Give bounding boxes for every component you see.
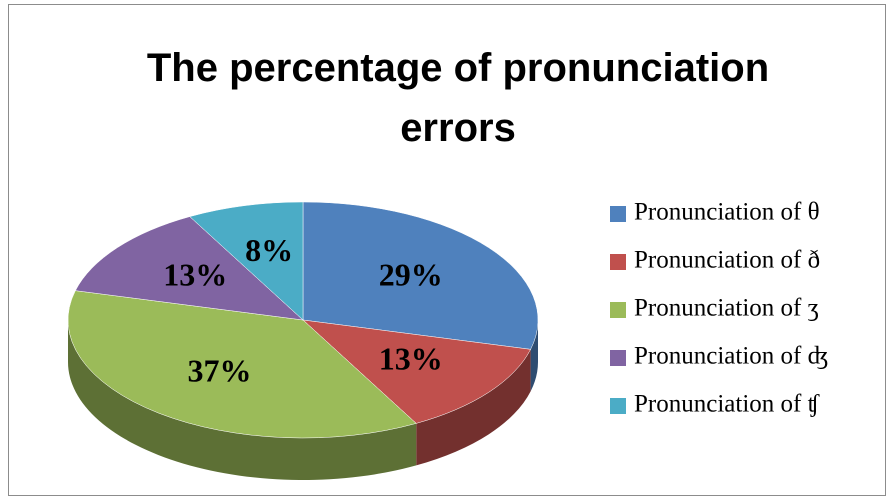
data-label: 37% xyxy=(187,352,251,388)
legend-label: Pronunciation of ʤ xyxy=(634,343,829,370)
legend-swatch xyxy=(610,350,626,366)
legend-swatch xyxy=(610,302,626,318)
legend-label: Pronunciation of ð xyxy=(634,247,820,274)
legend-label: Pronunciation of ʒ xyxy=(634,295,819,322)
chart-title: The percentage of pronunciation errors xyxy=(146,46,770,150)
legend-label: Pronunciation of θ xyxy=(634,199,820,226)
pie-slice xyxy=(302,319,532,424)
legend-swatch xyxy=(610,206,626,222)
pie-side xyxy=(68,320,417,480)
chart-frame xyxy=(8,4,886,496)
legend-swatch xyxy=(610,254,626,270)
data-label: 13% xyxy=(379,340,443,376)
data-label: 8% xyxy=(245,232,293,268)
data-label: 29% xyxy=(379,256,443,292)
legend-swatch xyxy=(610,398,626,414)
pie-slice xyxy=(302,201,539,350)
pie-side xyxy=(530,320,538,392)
data-label: 13% xyxy=(163,256,227,292)
pie-slice xyxy=(189,201,304,321)
pie-side xyxy=(416,349,531,466)
pie-slice xyxy=(74,216,304,321)
legend-label: Pronunciation of ʧ xyxy=(634,391,820,418)
pie-slice xyxy=(67,290,417,439)
